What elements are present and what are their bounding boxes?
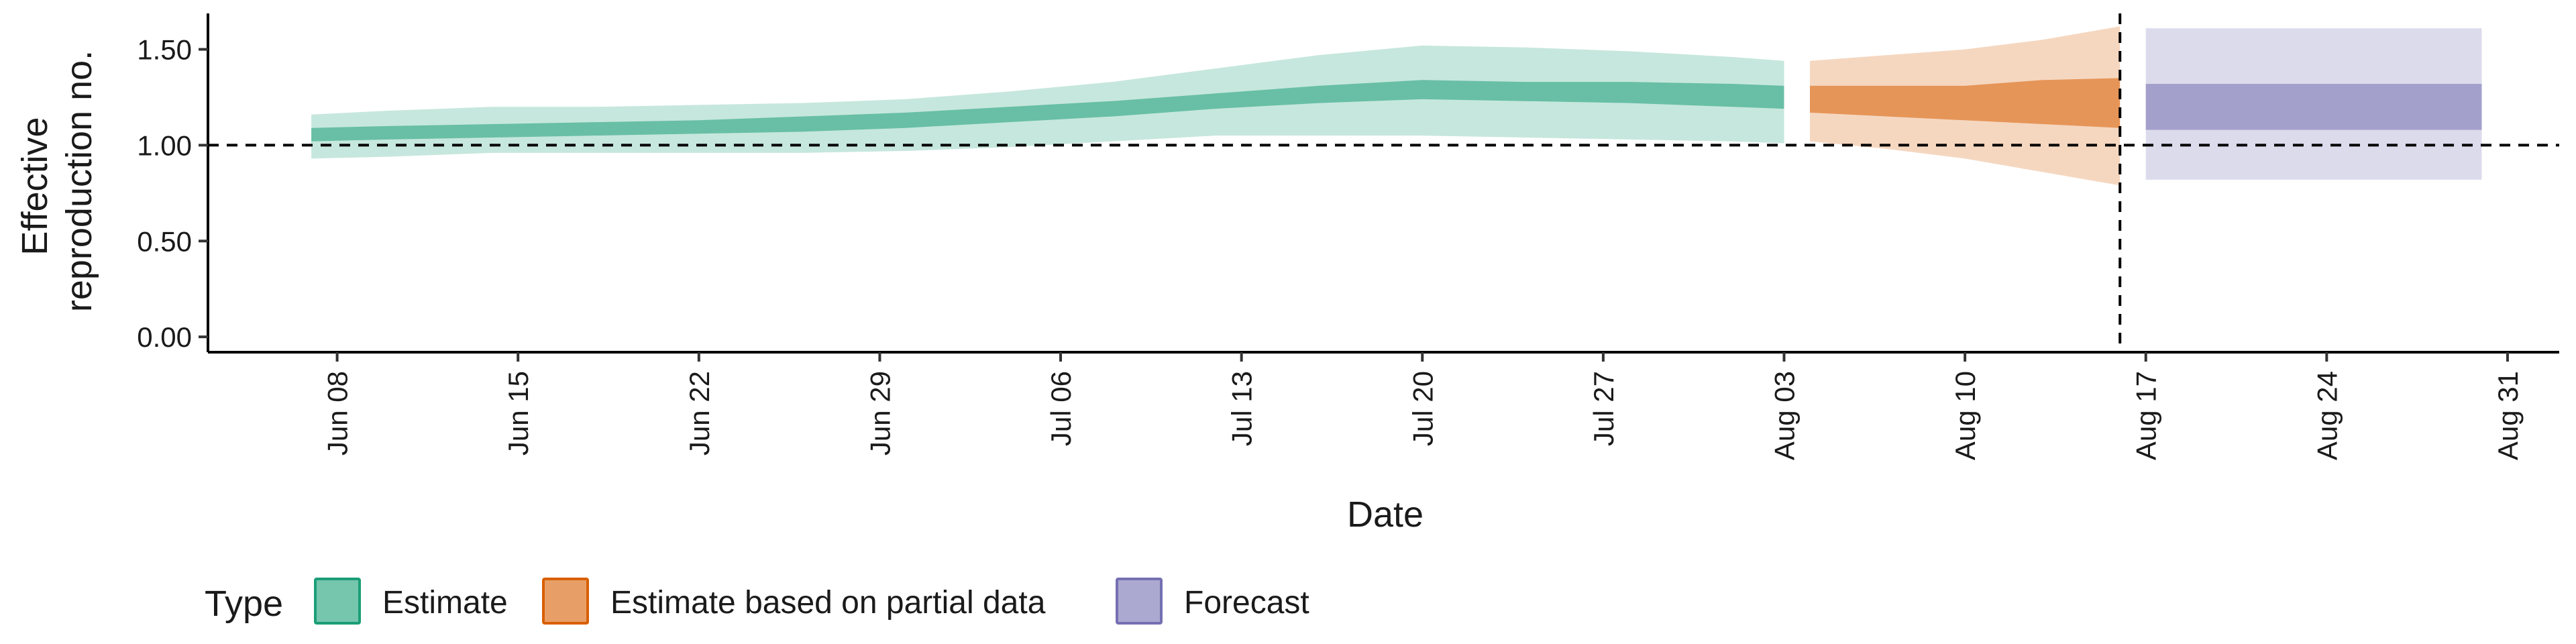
band-50-estimate-based-on-partial-data	[1810, 78, 2121, 128]
legend-key	[1116, 578, 1163, 625]
reference-line-layer	[208, 13, 2559, 352]
x-tick-label: Jun 08	[322, 371, 354, 455]
y-tick-label: 0.50	[137, 225, 192, 257]
x-tick-label: Jun 22	[684, 371, 715, 455]
x-tick-label: Aug 31	[2492, 371, 2524, 460]
legend-label: Forecast	[1184, 585, 1309, 621]
x-tick-label: Jun 29	[864, 371, 896, 455]
band-layer	[311, 26, 2482, 186]
axes-layer	[207, 13, 2559, 354]
legend-label: Estimate based on partial data	[610, 585, 1046, 621]
y-axis-title: Effective reproduction no.	[15, 50, 99, 312]
band-90-estimate	[311, 45, 1784, 159]
legend: Type Estimate Estimate based on partial d…	[205, 578, 1309, 625]
x-tick-label: Aug 17	[2131, 371, 2162, 460]
y-tick-layer: 0.00 0.50 1.00 1.50	[137, 34, 208, 353]
y-tick-label: 0.00	[137, 321, 192, 353]
x-tick-label: Jun 15	[502, 371, 534, 455]
x-tick-label: Aug 24	[2311, 371, 2343, 460]
legend-key	[542, 578, 589, 625]
legend-title: Type	[205, 584, 283, 624]
x-tick-label: Jul 20	[1407, 371, 1438, 446]
x-tick-label: Aug 03	[1769, 371, 1801, 460]
x-axis-title: Date	[1347, 494, 1424, 535]
x-tick-label: Jul 06	[1045, 371, 1077, 446]
legend-label: Estimate	[382, 585, 508, 621]
legend-key	[314, 578, 361, 625]
x-tick-label: Jul 27	[1588, 371, 1619, 446]
x-tick-label: Aug 10	[1949, 371, 1981, 460]
band-50-forecast	[2145, 84, 2482, 130]
y-tick-label: 1.00	[137, 129, 192, 161]
y-axis-title-line-1: Effective	[15, 117, 55, 255]
x-tick-layer: Jun 08 Jun 15 Jun 22 Jun 29 Jul 06 Jul 13 Jul …	[322, 352, 2524, 460]
x-tick-label: Jul 13	[1226, 371, 1258, 446]
y-axis-title-line-2: reproduction no.	[59, 50, 99, 312]
band-50-estimate	[311, 80, 1784, 142]
y-tick-label: 1.50	[137, 34, 192, 66]
